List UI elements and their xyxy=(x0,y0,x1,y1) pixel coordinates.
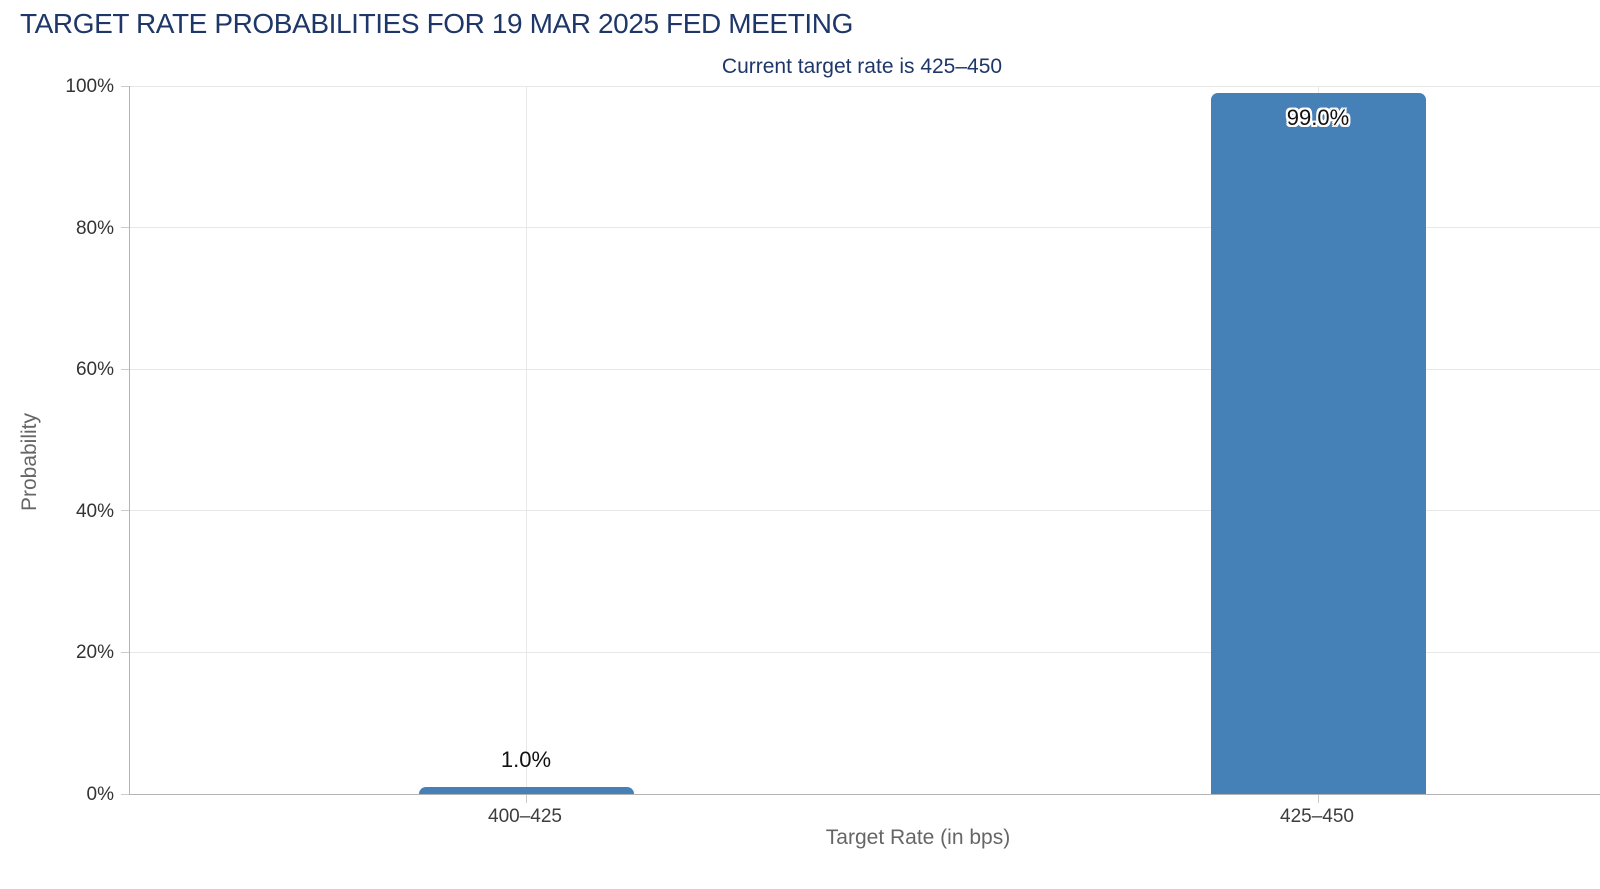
gridline-horizontal xyxy=(130,651,1600,653)
y-axis-tick xyxy=(121,85,129,87)
y-axis-title: Probability xyxy=(18,412,41,512)
y-tick-label: 60% xyxy=(75,359,114,381)
x-tick-label: 425–450 xyxy=(1280,806,1354,827)
y-axis-tick xyxy=(121,651,129,653)
bar-value-label: 99.0% xyxy=(1286,105,1350,131)
y-tick-label: 100% xyxy=(65,76,114,97)
y-tick-label: 0% xyxy=(86,784,114,805)
y-tick-label: 20% xyxy=(75,642,114,664)
gridline-horizontal xyxy=(130,85,1600,87)
y-axis-tick xyxy=(121,368,129,370)
chart-title: TARGET RATE PROBABILITIES FOR 19 MAR 202… xyxy=(20,8,853,39)
gridline-vertical xyxy=(525,86,527,794)
x-tick-label: 400–425 xyxy=(488,806,562,827)
y-axis-tick xyxy=(121,510,129,512)
probability-bar xyxy=(1210,93,1426,794)
bar-value-label: 1.0% xyxy=(500,746,552,772)
gridline-horizontal xyxy=(130,368,1600,370)
chart-subtitle: Current target rate is 425–450 xyxy=(721,55,1003,78)
x-axis-title: Target Rate (in bps) xyxy=(825,826,1011,849)
probability-bar xyxy=(418,786,634,794)
gridline-horizontal xyxy=(130,227,1600,229)
y-tick-label: 80% xyxy=(75,217,114,239)
y-axis-tick xyxy=(121,793,129,795)
gridline-horizontal xyxy=(130,510,1600,512)
x-axis-tick xyxy=(1317,795,1319,803)
x-axis-tick xyxy=(525,795,527,803)
y-axis-tick xyxy=(121,227,129,229)
y-tick-label: 40% xyxy=(75,500,114,522)
plot-area: 1.0% 99.0% xyxy=(121,85,1600,803)
